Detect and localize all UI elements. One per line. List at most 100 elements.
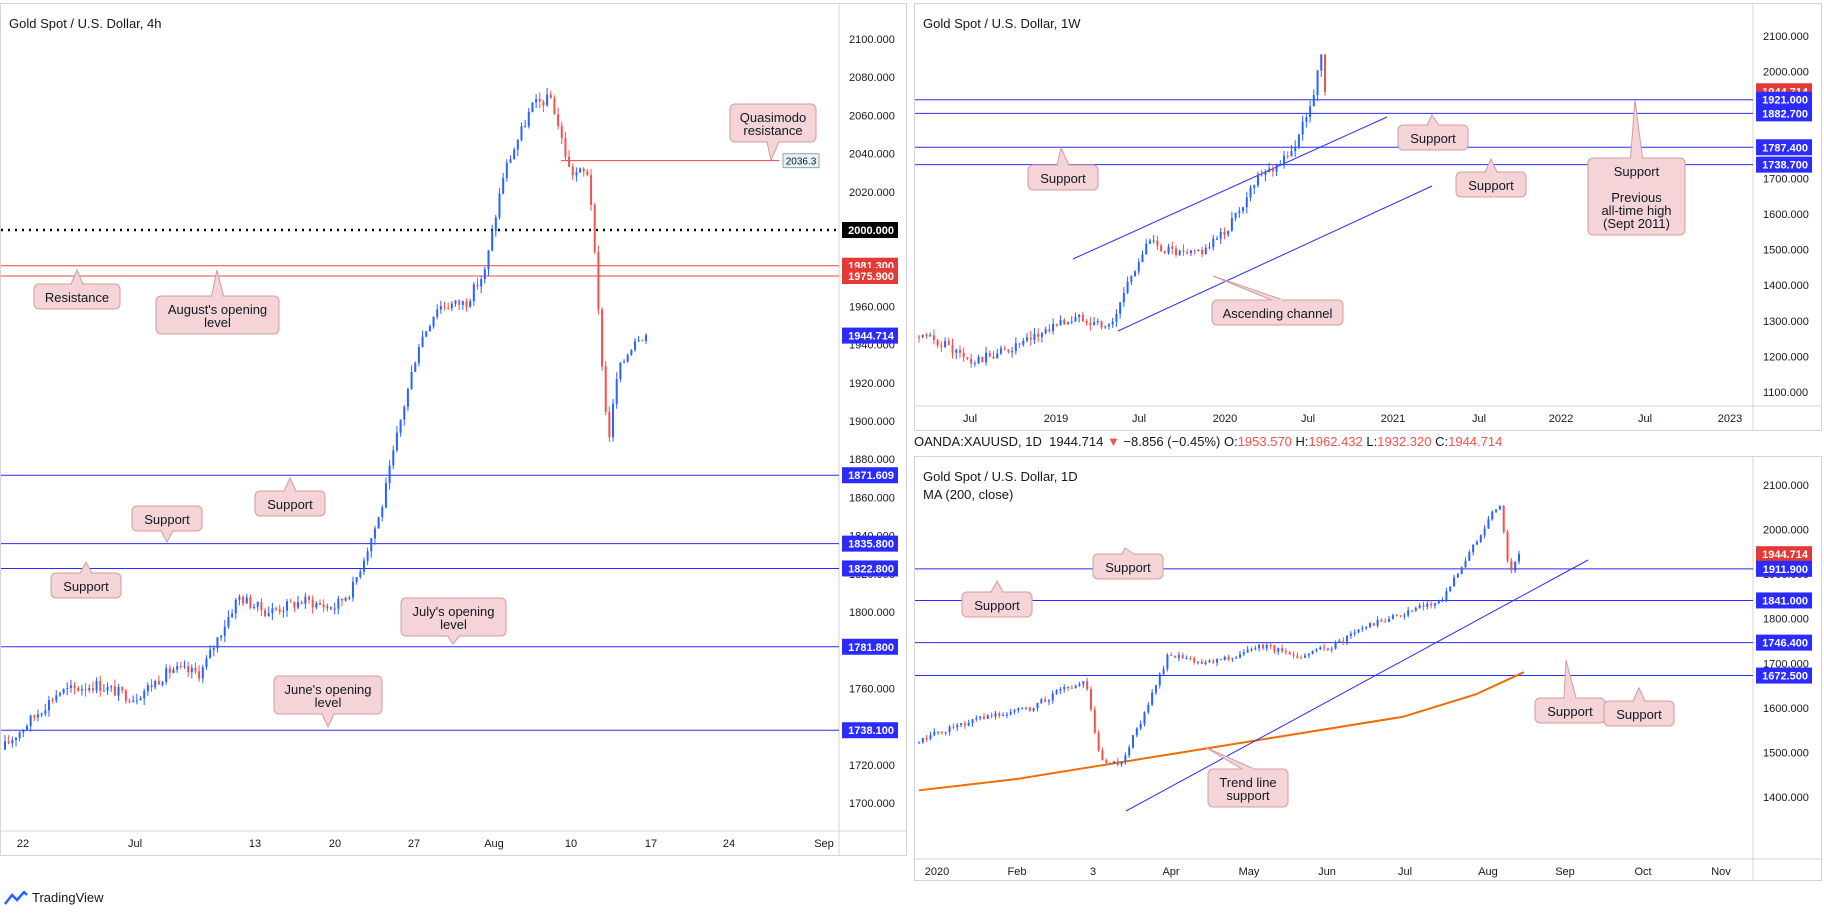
candle-body [1219,232,1222,239]
chart-1d-canvas[interactable]: 2100.0002000.0001900.0001800.0001700.000… [915,457,1822,881]
chart-4h-canvas[interactable]: 2100.000 2080.000 2060.000 2040.000 2020.000… [1,4,907,856]
candle-body [1283,155,1286,165]
ma-indicator-label: MA (200, close) [923,487,1014,502]
candle-body [1081,314,1084,321]
price-tick-label: 1960.000 [849,301,895,313]
candle-body [1208,660,1211,663]
candle-body [1316,70,1319,96]
candle-body [590,175,593,205]
price-badge-bg [1756,156,1812,173]
candle-body [62,688,65,694]
candle-body [1005,714,1008,716]
candle-body [33,715,36,718]
candle-body [571,166,574,176]
candle-body [1216,659,1219,663]
chart-panel-4h[interactable]: 2100.000 2080.000 2060.000 2040.000 2020.000… [0,3,907,856]
candle-body [531,102,534,112]
callout-support-1672: Support [1616,707,1662,722]
candle-body [1449,586,1452,592]
candle-body [982,716,985,719]
high-value: 1962.432 [1308,434,1363,449]
candle-body [1376,619,1379,626]
candle-body [1506,531,1509,561]
candle-body [161,681,164,685]
candle-body [937,731,940,733]
candle-body [1074,685,1077,689]
candle-body [524,126,527,128]
candle-body [1253,185,1256,188]
candle-body [1250,648,1253,650]
chart-title-4h: Gold Spot / U.S. Dollar, 4h [9,16,162,31]
candle-body [1309,106,1312,118]
time-tick-label: Nov [1711,866,1731,878]
callout-july-open: level [440,617,467,632]
candle-body [282,610,285,612]
candle-body [370,538,373,552]
price-tick-label: 2020.000 [849,187,895,199]
candle-body [190,667,193,673]
candle-body [1487,519,1490,529]
price-badge-bg [842,638,898,655]
candle-body [1410,610,1413,612]
callout-support-1787-pointer [1056,146,1070,166]
candle-body [220,635,223,638]
candle-body [66,687,69,689]
candle-body [249,597,252,608]
candle-body [1212,238,1215,248]
candle-body [948,726,951,732]
candle-body [1097,732,1100,751]
candle-body [461,301,464,305]
time-tick-label: Jul [963,413,977,425]
candle-body [1085,320,1088,324]
callout-support-1738: Support [1468,178,1514,193]
price-badge: 1738.700 [1762,160,1808,172]
price-badge: 1882.700 [1762,108,1808,120]
candle-body [1078,684,1081,686]
candle-body [1011,351,1014,353]
candle-body [1445,591,1448,601]
candle-body [1007,349,1010,352]
candle-body [1245,197,1248,208]
low-value: 1932.320 [1377,434,1432,449]
candle-body [319,602,322,605]
candle-body [1158,674,1161,686]
chart-panel-1d[interactable]: 2100.0002000.0001900.0001800.0001700.000… [914,456,1822,881]
time-tick-label: 24 [723,838,735,850]
candle-body [626,355,629,362]
candle-body [981,357,984,363]
callout-resistance-pointer [70,268,84,285]
candle-body [1162,668,1165,675]
candle-body [1059,689,1062,691]
candle-body [623,361,626,363]
candle-body [135,700,138,702]
candle-body [443,306,446,308]
chart-panel-1w[interactable]: 2100.0002000.0001900.0001800.0001700.000… [914,3,1822,431]
tradingview-brand[interactable]: TradingView [4,890,104,905]
ohlc-legend: OANDA:XAUUSD, 1D 1944.714 ▼ −8.856 (−0.4… [914,434,1502,449]
candle-body [1040,699,1043,703]
candle-body [362,560,365,572]
candle-body [388,465,391,484]
candle-body [1249,187,1252,198]
candle-body [1441,600,1444,602]
chart-1w-canvas[interactable]: 2100.0002000.0001900.0001800.0001700.000… [915,4,1822,431]
candle-body [998,713,1001,716]
candle-body [1104,326,1107,328]
candle-body [1320,54,1323,71]
callout-ath: Previous [1611,190,1662,205]
price-tick-label: 1400.000 [1763,280,1809,292]
candle-body [593,204,596,253]
candle-body [597,252,600,310]
candle-body [1025,707,1028,709]
candle-body [421,336,424,348]
price-badge: 1944.714 [848,331,895,343]
candle-body [315,602,318,608]
candle-body [977,357,980,364]
time-tick-label: Aug [1478,866,1498,878]
candle-body [992,356,995,359]
candle-body [1021,707,1024,709]
candle-body [1372,623,1375,626]
candle-body [132,700,135,702]
price-tick-label: 1100.000 [1763,387,1808,399]
time-tick-label: 2022 [1549,413,1573,425]
